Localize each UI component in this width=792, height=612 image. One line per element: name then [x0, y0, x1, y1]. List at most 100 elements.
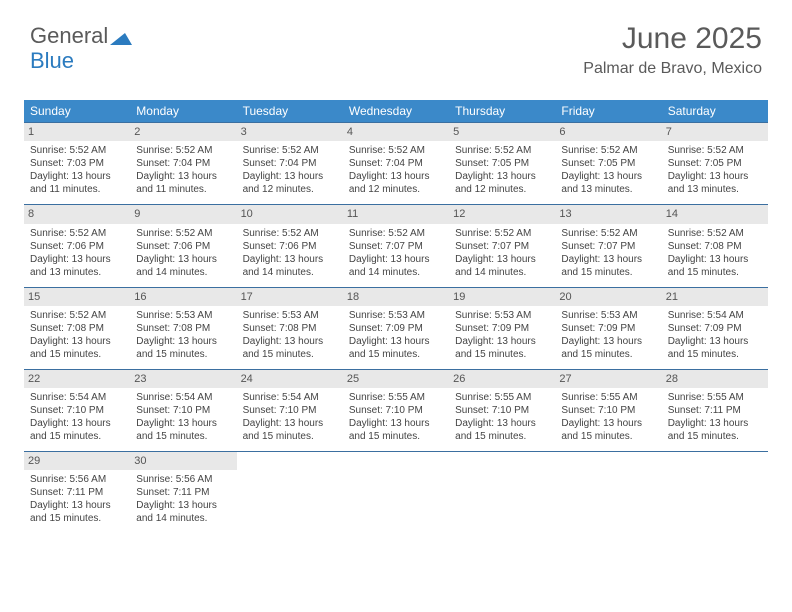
empty-cell — [237, 452, 343, 533]
sunrise-line: Sunrise: 5:56 AM — [136, 473, 230, 486]
daylight-line: Daylight: 13 hours and 15 minutes. — [561, 335, 655, 361]
day-cell: 26Sunrise: 5:55 AMSunset: 7:10 PMDayligh… — [449, 370, 555, 451]
day-number: 8 — [24, 205, 130, 223]
sunset-line: Sunset: 7:10 PM — [30, 404, 124, 417]
sunset-line: Sunset: 7:09 PM — [455, 322, 549, 335]
sunrise-line: Sunrise: 5:52 AM — [136, 144, 230, 157]
day-cell: 16Sunrise: 5:53 AMSunset: 7:08 PMDayligh… — [130, 288, 236, 369]
day-number: 23 — [130, 370, 236, 388]
day-number: 28 — [662, 370, 768, 388]
day-number: 16 — [130, 288, 236, 306]
day-cell: 21Sunrise: 5:54 AMSunset: 7:09 PMDayligh… — [662, 288, 768, 369]
sunset-line: Sunset: 7:04 PM — [243, 157, 337, 170]
logo-text-2: Blue — [30, 48, 74, 73]
day-cell: 8Sunrise: 5:52 AMSunset: 7:06 PMDaylight… — [24, 205, 130, 286]
daylight-line: Daylight: 13 hours and 15 minutes. — [668, 253, 762, 279]
day-number: 12 — [449, 205, 555, 223]
day-cell: 15Sunrise: 5:52 AMSunset: 7:08 PMDayligh… — [24, 288, 130, 369]
day-cell: 2Sunrise: 5:52 AMSunset: 7:04 PMDaylight… — [130, 123, 236, 204]
daylight-line: Daylight: 13 hours and 12 minutes. — [243, 170, 337, 196]
logo-triangle-icon — [110, 26, 132, 49]
sunset-line: Sunset: 7:08 PM — [136, 322, 230, 335]
day-number: 30 — [130, 452, 236, 470]
sunset-line: Sunset: 7:10 PM — [243, 404, 337, 417]
week-row: 22Sunrise: 5:54 AMSunset: 7:10 PMDayligh… — [24, 369, 768, 451]
day-cell: 7Sunrise: 5:52 AMSunset: 7:05 PMDaylight… — [662, 123, 768, 204]
sunrise-line: Sunrise: 5:52 AM — [455, 227, 549, 240]
day-cell: 6Sunrise: 5:52 AMSunset: 7:05 PMDaylight… — [555, 123, 661, 204]
sunrise-line: Sunrise: 5:53 AM — [561, 309, 655, 322]
daylight-line: Daylight: 13 hours and 15 minutes. — [243, 335, 337, 361]
sunrise-line: Sunrise: 5:52 AM — [668, 227, 762, 240]
daylight-line: Daylight: 13 hours and 15 minutes. — [349, 417, 443, 443]
sunset-line: Sunset: 7:11 PM — [30, 486, 124, 499]
day-number: 4 — [343, 123, 449, 141]
day-number: 25 — [343, 370, 449, 388]
day-number: 21 — [662, 288, 768, 306]
sunset-line: Sunset: 7:09 PM — [561, 322, 655, 335]
day-cell: 14Sunrise: 5:52 AMSunset: 7:08 PMDayligh… — [662, 205, 768, 286]
page-title: June 2025 — [583, 22, 762, 56]
day-cell: 13Sunrise: 5:52 AMSunset: 7:07 PMDayligh… — [555, 205, 661, 286]
sunrise-line: Sunrise: 5:52 AM — [561, 144, 655, 157]
day-number: 9 — [130, 205, 236, 223]
sunset-line: Sunset: 7:05 PM — [668, 157, 762, 170]
sunrise-line: Sunrise: 5:52 AM — [349, 227, 443, 240]
empty-cell — [449, 452, 555, 533]
day-number: 13 — [555, 205, 661, 223]
day-cell: 11Sunrise: 5:52 AMSunset: 7:07 PMDayligh… — [343, 205, 449, 286]
day-number: 24 — [237, 370, 343, 388]
header: June 2025 Palmar de Bravo, Mexico — [583, 22, 762, 78]
sunrise-line: Sunrise: 5:55 AM — [455, 391, 549, 404]
sunset-line: Sunset: 7:10 PM — [349, 404, 443, 417]
sunrise-line: Sunrise: 5:56 AM — [30, 473, 124, 486]
day-cell: 23Sunrise: 5:54 AMSunset: 7:10 PMDayligh… — [130, 370, 236, 451]
empty-cell — [662, 452, 768, 533]
daylight-line: Daylight: 13 hours and 14 minutes. — [243, 253, 337, 279]
daylight-line: Daylight: 13 hours and 14 minutes. — [349, 253, 443, 279]
day-number: 29 — [24, 452, 130, 470]
daylight-line: Daylight: 13 hours and 14 minutes. — [455, 253, 549, 279]
daylight-line: Daylight: 13 hours and 15 minutes. — [136, 335, 230, 361]
sunrise-line: Sunrise: 5:54 AM — [668, 309, 762, 322]
sunrise-line: Sunrise: 5:54 AM — [136, 391, 230, 404]
sunset-line: Sunset: 7:04 PM — [136, 157, 230, 170]
daylight-line: Daylight: 13 hours and 14 minutes. — [136, 499, 230, 525]
weekday-header: Monday — [130, 100, 236, 122]
sunset-line: Sunset: 7:05 PM — [561, 157, 655, 170]
day-number: 1 — [24, 123, 130, 141]
week-row: 15Sunrise: 5:52 AMSunset: 7:08 PMDayligh… — [24, 287, 768, 369]
day-cell: 30Sunrise: 5:56 AMSunset: 7:11 PMDayligh… — [130, 452, 236, 533]
weekday-header: Sunday — [24, 100, 130, 122]
day-number: 26 — [449, 370, 555, 388]
logo-text-1: General — [30, 23, 108, 48]
day-cell: 24Sunrise: 5:54 AMSunset: 7:10 PMDayligh… — [237, 370, 343, 451]
day-cell: 19Sunrise: 5:53 AMSunset: 7:09 PMDayligh… — [449, 288, 555, 369]
day-number: 6 — [555, 123, 661, 141]
sunset-line: Sunset: 7:05 PM — [455, 157, 549, 170]
sunset-line: Sunset: 7:10 PM — [561, 404, 655, 417]
sunrise-line: Sunrise: 5:53 AM — [349, 309, 443, 322]
daylight-line: Daylight: 13 hours and 15 minutes. — [30, 499, 124, 525]
day-number: 11 — [343, 205, 449, 223]
day-number: 17 — [237, 288, 343, 306]
daylight-line: Daylight: 13 hours and 15 minutes. — [455, 417, 549, 443]
sunrise-line: Sunrise: 5:53 AM — [455, 309, 549, 322]
calendar: SundayMondayTuesdayWednesdayThursdayFrid… — [24, 100, 768, 533]
sunset-line: Sunset: 7:07 PM — [561, 240, 655, 253]
sunset-line: Sunset: 7:04 PM — [349, 157, 443, 170]
sunset-line: Sunset: 7:08 PM — [243, 322, 337, 335]
day-number: 2 — [130, 123, 236, 141]
day-cell: 18Sunrise: 5:53 AMSunset: 7:09 PMDayligh… — [343, 288, 449, 369]
day-number: 7 — [662, 123, 768, 141]
day-number: 10 — [237, 205, 343, 223]
logo: General Blue — [30, 24, 132, 72]
week-row: 29Sunrise: 5:56 AMSunset: 7:11 PMDayligh… — [24, 451, 768, 533]
daylight-line: Daylight: 13 hours and 15 minutes. — [561, 417, 655, 443]
sunset-line: Sunset: 7:08 PM — [30, 322, 124, 335]
daylight-line: Daylight: 13 hours and 12 minutes. — [349, 170, 443, 196]
sunrise-line: Sunrise: 5:54 AM — [243, 391, 337, 404]
day-cell: 9Sunrise: 5:52 AMSunset: 7:06 PMDaylight… — [130, 205, 236, 286]
sunrise-line: Sunrise: 5:52 AM — [243, 227, 337, 240]
weekday-header-row: SundayMondayTuesdayWednesdayThursdayFrid… — [24, 100, 768, 122]
